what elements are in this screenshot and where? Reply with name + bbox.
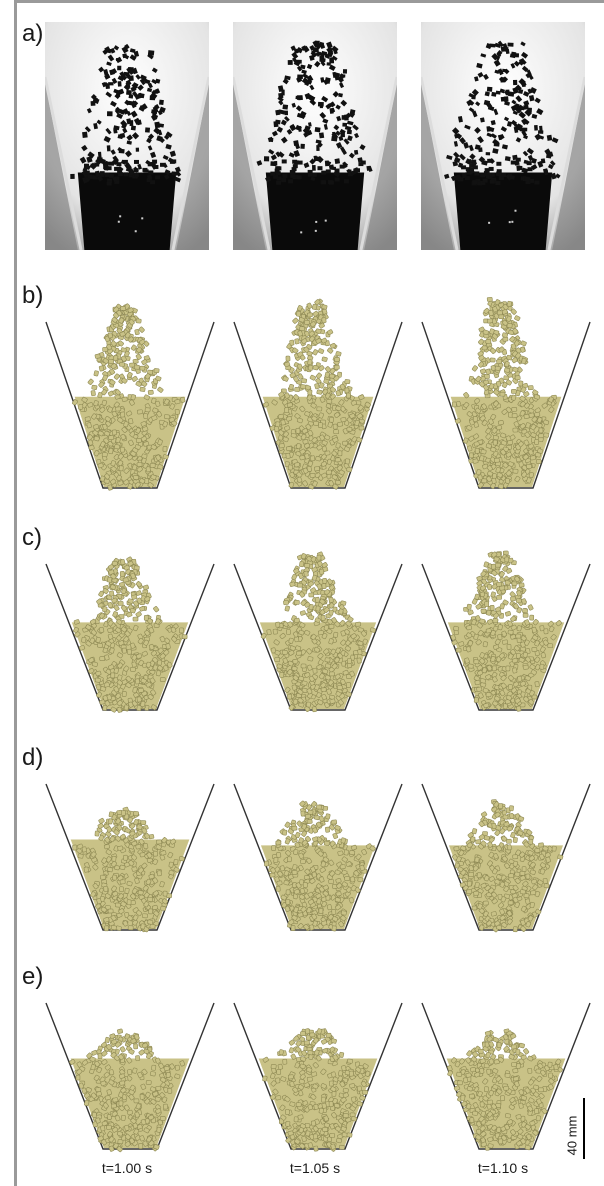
hopper-b-t110 — [416, 282, 596, 497]
hopper-d-t105 — [228, 744, 408, 939]
photo-a-t105 — [231, 22, 399, 251]
hopper-d-t100 — [40, 744, 220, 939]
frame-top-border — [14, 0, 604, 3]
hopper-c-t100 — [40, 524, 220, 719]
hopper-c-t110 — [416, 524, 596, 719]
time-label-t105: t=1.05 s — [289, 1160, 341, 1176]
photo-a-t100 — [43, 22, 211, 251]
row-label-a: a) — [22, 20, 44, 47]
row-label-d: d) — [22, 744, 44, 771]
photo-a-t110 — [419, 22, 587, 251]
row-label-e: e) — [22, 963, 44, 990]
hopper-e-t100 — [40, 963, 220, 1158]
time-label-t110: t=1.10 s — [477, 1160, 529, 1176]
time-label-t100: t=1.00 s — [101, 1160, 153, 1176]
row-label-c: c) — [22, 524, 42, 551]
hopper-e-t110 — [416, 963, 596, 1158]
hopper-e-t105 — [228, 963, 408, 1158]
frame-left-border — [14, 0, 17, 1186]
hopper-b-t100 — [40, 282, 220, 497]
scale-bar-label: 40 mm — [564, 1115, 580, 1156]
hopper-b-t105 — [228, 282, 408, 497]
hopper-d-t110 — [416, 744, 596, 939]
row-label-b: b) — [22, 282, 44, 309]
scale-bar — [583, 1098, 585, 1159]
hopper-c-t105 — [228, 524, 408, 719]
